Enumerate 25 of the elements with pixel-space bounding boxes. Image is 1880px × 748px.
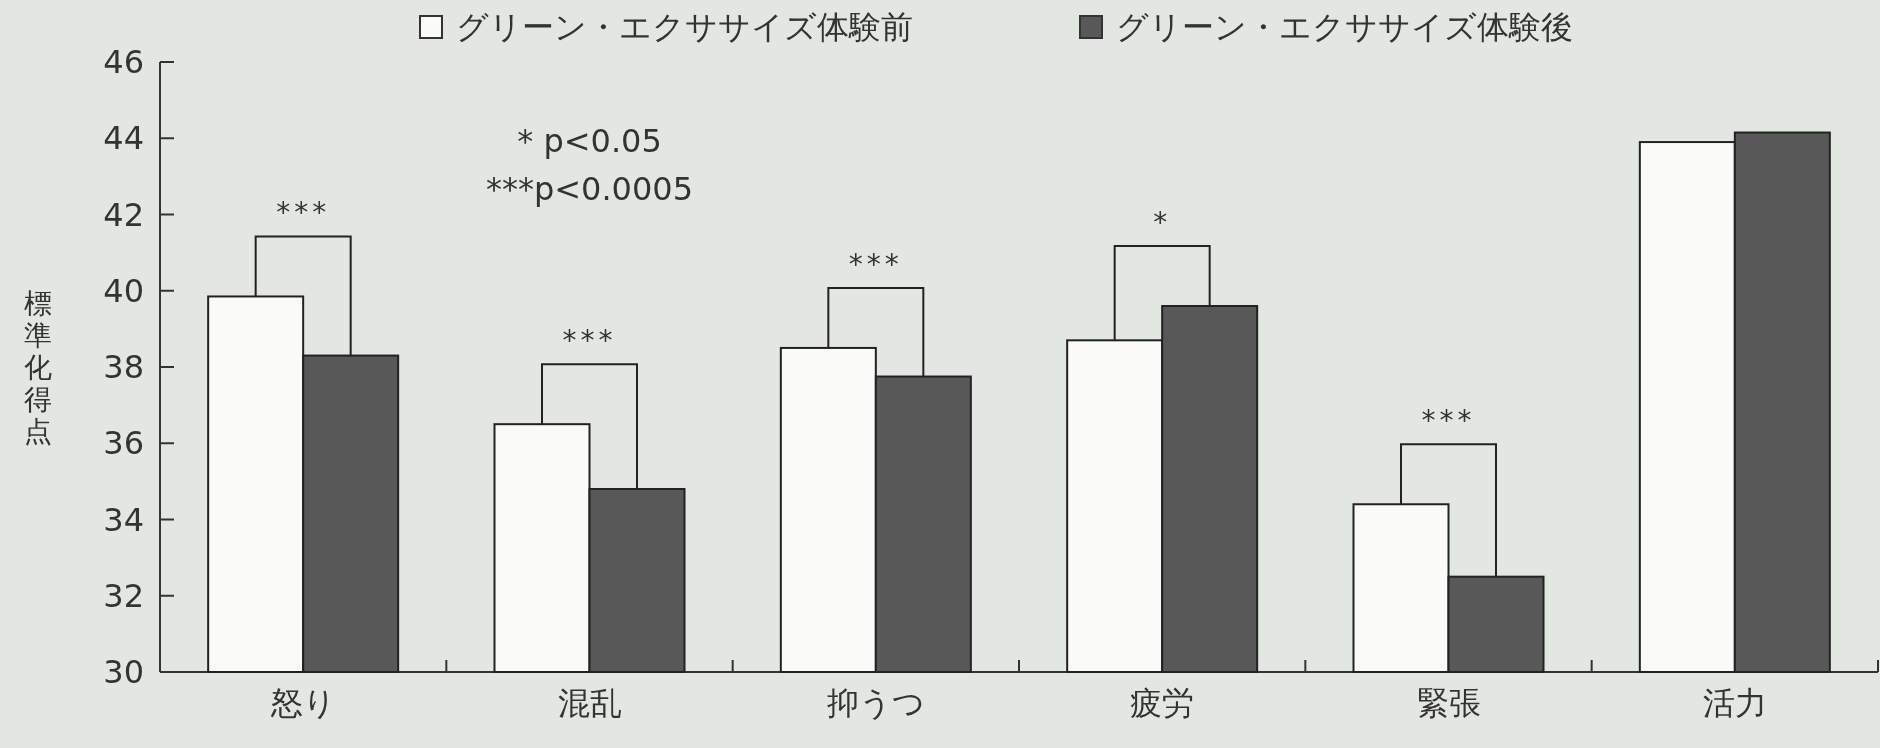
x-tick-label: 怒り — [269, 684, 336, 722]
y-tick-label: 42 — [103, 195, 144, 234]
legend-label: グリーン・エクササイズ体験後 — [1116, 8, 1573, 46]
y-tick-label: 46 — [103, 43, 144, 81]
legend-label: グリーン・エクササイズ体験前 — [456, 8, 913, 46]
y-tick-label: 30 — [103, 653, 144, 691]
y-tick-label: 32 — [103, 576, 144, 615]
annotation: * — [1153, 206, 1172, 239]
y-axis-title: 標準化得点 — [24, 287, 52, 448]
x-tick-label: 疲労 — [1130, 684, 1195, 722]
y-tick-label: 40 — [103, 271, 144, 310]
annotation: * p<0.05 — [517, 122, 662, 161]
annotation: *** — [276, 196, 331, 230]
y-tick-label: 38 — [103, 348, 144, 386]
x-tick-label: 混乱 — [557, 684, 622, 722]
y-tick-label: 36 — [103, 424, 144, 463]
annotation: ***p<0.0005 — [485, 170, 694, 209]
x-tick-label: 抑うつ — [826, 684, 925, 722]
y-tick-label: 34 — [103, 500, 144, 539]
y-tick-label: 44 — [103, 119, 144, 158]
annotation: *** — [1421, 404, 1476, 438]
annotation: *** — [562, 324, 617, 358]
x-tick-label: 活力 — [1702, 684, 1767, 722]
annotation: *** — [848, 247, 903, 281]
x-tick-label: 緊張 — [1416, 684, 1481, 722]
